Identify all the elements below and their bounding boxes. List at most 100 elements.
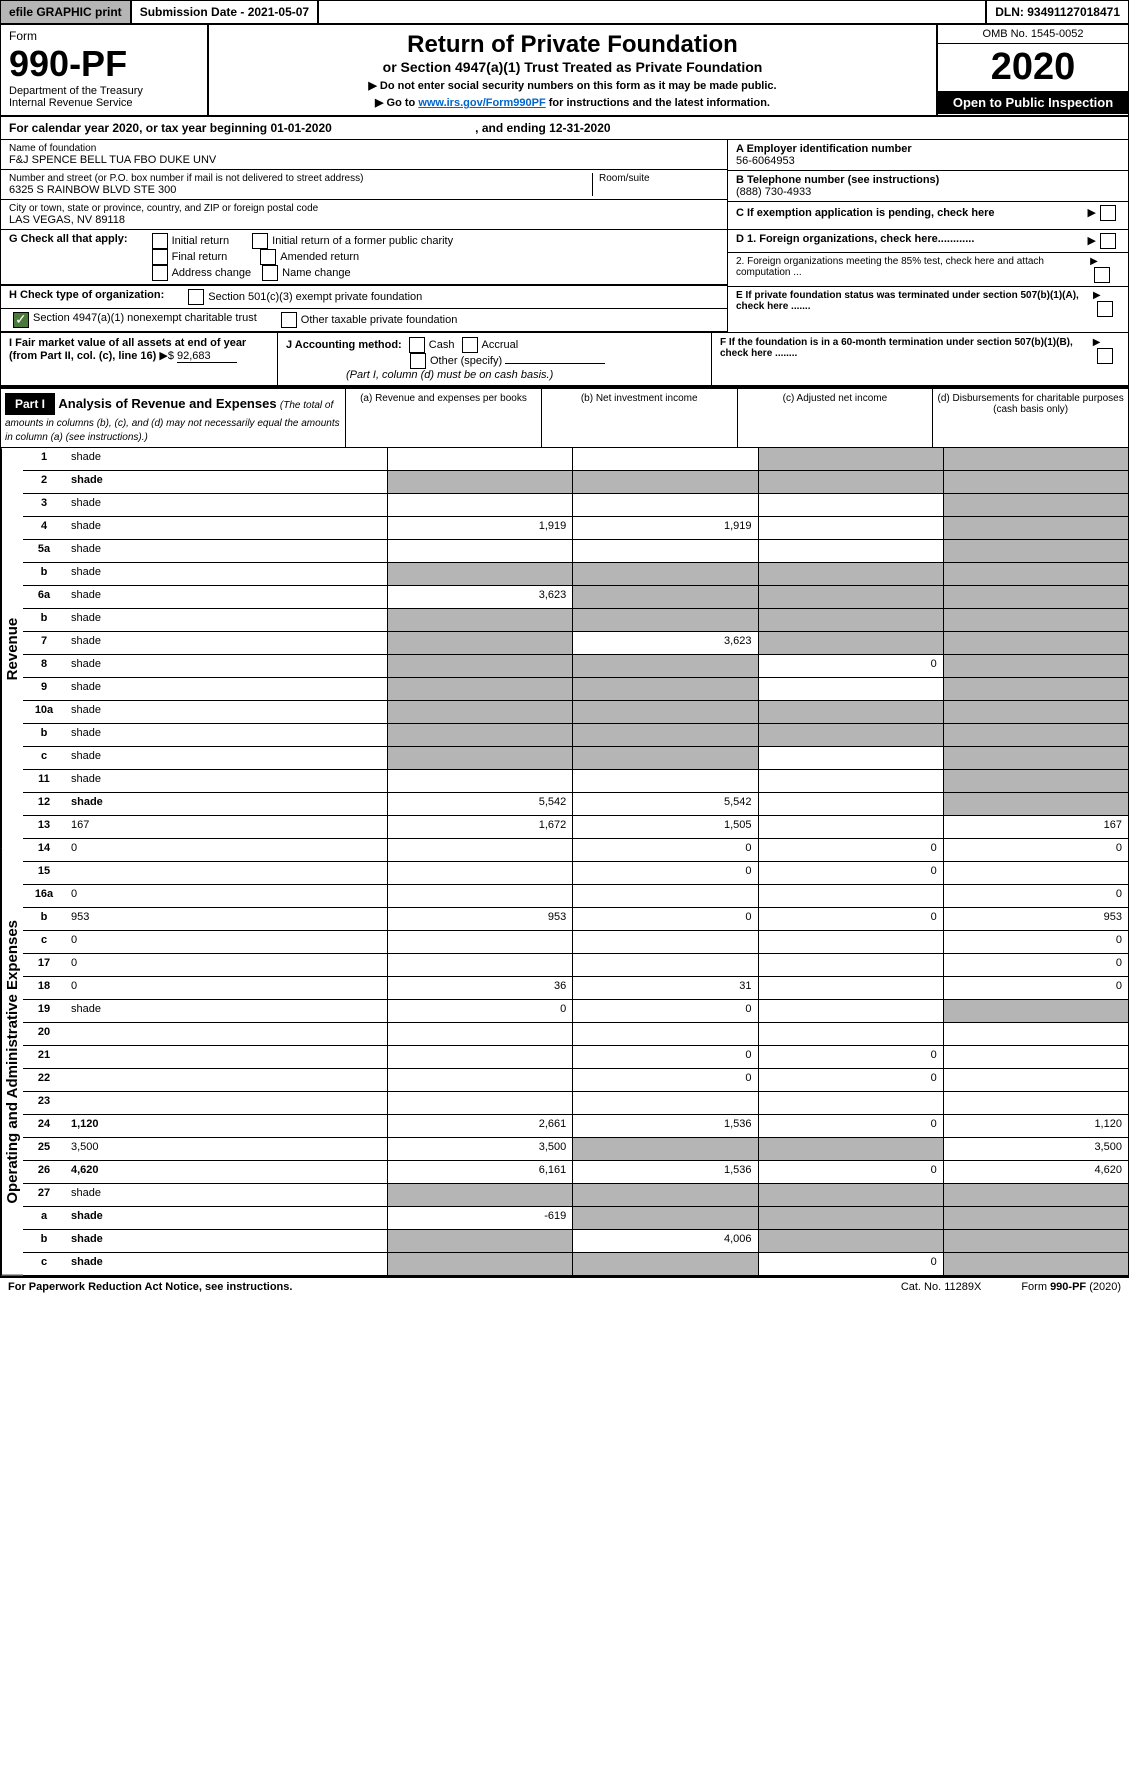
value-cell: 3,500 [943,1138,1128,1160]
value-cell: 0 [943,839,1128,861]
line-description: shade [65,701,387,723]
table-row: 131671,6721,505167 [23,816,1128,839]
value-cell: 31 [572,977,757,999]
value-cell [943,862,1128,884]
value-cell [387,701,572,723]
checkbox-other-accounting[interactable] [410,353,426,369]
form-subtitle: or Section 4947(a)(1) Trust Treated as P… [215,59,930,75]
checkbox-e[interactable] [1097,301,1113,317]
line-description: shade [65,609,387,631]
checkbox-f[interactable] [1097,348,1113,364]
ein-label: A Employer identification number [736,143,1120,155]
line-description: shade [65,770,387,792]
dln: DLN: 93491127018471 [985,1,1128,23]
col-b-head: (b) Net investment income [541,389,737,447]
value-cell [758,494,943,516]
value-cell [758,1207,943,1229]
line-description: shade [65,793,387,815]
table-row: 2200 [23,1069,1128,1092]
value-cell [943,1253,1128,1275]
value-cell [758,540,943,562]
value-cell [943,1207,1128,1229]
value-cell [943,471,1128,493]
value-cell: 1,536 [572,1161,757,1183]
value-cell [387,931,572,953]
part1-label: Part I [5,393,55,415]
checkbox-initial-former[interactable] [252,233,268,249]
checkbox-other-taxable[interactable] [281,312,297,328]
value-cell [572,724,757,746]
line-number: 7 [23,632,65,654]
value-cell [387,494,572,516]
irs-link[interactable]: www.irs.gov/Form990PF [418,97,545,109]
line-number: 23 [23,1092,65,1114]
table-row: 241,1202,6611,53601,120 [23,1115,1128,1138]
line-description: 0 [65,885,387,907]
value-cell [387,839,572,861]
line-number: 19 [23,1000,65,1022]
line-number: 13 [23,816,65,838]
value-cell: 1,120 [943,1115,1128,1137]
value-cell [387,540,572,562]
checkbox-d2[interactable] [1094,267,1110,283]
checkbox-name[interactable] [262,265,278,281]
line-description: shade [65,586,387,608]
checkbox-4947[interactable] [13,312,29,328]
value-cell [387,563,572,585]
checkbox-d1[interactable] [1100,233,1116,249]
name-label: Name of foundation [9,143,719,154]
line-number: 16a [23,885,65,907]
data-table: 1shade2shade3shade4shade1,9191,9195ashad… [23,448,1128,1276]
line-description: shade [65,1253,387,1275]
value-cell [758,747,943,769]
value-cell [572,701,757,723]
checkbox-501c3[interactable] [188,289,204,305]
value-cell [572,1207,757,1229]
e-label: E If private foundation status was termi… [736,290,1093,317]
value-cell: 953 [387,908,572,930]
table-row: bshade [23,609,1128,632]
table-row: 20 [23,1023,1128,1046]
line-number: 9 [23,678,65,700]
part1-title: Analysis of Revenue and Expenses [58,396,276,411]
checkbox-address[interactable] [152,265,168,281]
table-row: 19shade00 [23,1000,1128,1023]
line-number: 10a [23,701,65,723]
table-row: cshade [23,747,1128,770]
value-cell [758,770,943,792]
value-cell: 0 [572,1046,757,1068]
value-cell [387,1046,572,1068]
value-cell [387,609,572,631]
checkbox-final[interactable] [152,249,168,265]
value-cell: 0 [758,839,943,861]
line-description: shade [65,517,387,539]
table-row: 9shade [23,678,1128,701]
table-row: 5ashade [23,540,1128,563]
line-description: shade [65,632,387,654]
value-cell [387,1069,572,1091]
checkbox-amended[interactable] [260,249,276,265]
line-number: 22 [23,1069,65,1091]
checkbox-c[interactable] [1100,205,1116,221]
table-row: c00 [23,931,1128,954]
line-description [65,862,387,884]
value-cell [943,563,1128,585]
line-number: 11 [23,770,65,792]
table-row: b95395300953 [23,908,1128,931]
value-cell: 167 [943,816,1128,838]
open-public-badge: Open to Public Inspection [938,91,1128,114]
value-cell [758,1000,943,1022]
footer-cat: Cat. No. 11289X [901,1281,982,1293]
city-state-zip: LAS VEGAS, NV 89118 [9,214,719,226]
checkbox-accrual[interactable] [462,337,478,353]
value-cell [943,1069,1128,1091]
value-cell: 5,542 [387,793,572,815]
value-cell: 1,536 [572,1115,757,1137]
value-cell: 0 [572,1000,757,1022]
line-number: 6a [23,586,65,608]
checkbox-cash[interactable] [409,337,425,353]
checkbox-initial[interactable] [152,233,168,249]
value-cell [943,1046,1128,1068]
g-label: G Check all that apply: [9,233,128,245]
irs: Internal Revenue Service [9,97,199,109]
